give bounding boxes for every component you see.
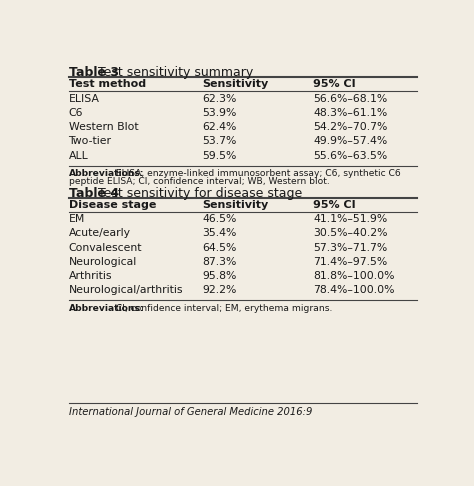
Text: 95% CI: 95% CI <box>313 200 356 210</box>
Text: 53.7%: 53.7% <box>202 137 237 146</box>
Text: 62.3%: 62.3% <box>202 94 237 104</box>
Text: Two-tier: Two-tier <box>69 137 111 146</box>
Text: Test method: Test method <box>69 79 146 89</box>
Text: 95% CI: 95% CI <box>313 79 356 89</box>
Text: 41.1%–51.9%: 41.1%–51.9% <box>313 214 388 224</box>
Text: 62.4%: 62.4% <box>202 122 237 132</box>
Text: Table 3: Table 3 <box>69 66 118 79</box>
Text: 35.4%: 35.4% <box>202 228 237 239</box>
Text: 54.2%–70.7%: 54.2%–70.7% <box>313 122 388 132</box>
Text: CI, confidence interval; EM, erythema migrans.: CI, confidence interval; EM, erythema mi… <box>113 304 332 312</box>
Text: Table 4: Table 4 <box>69 187 118 200</box>
Text: Test sensitivity summary: Test sensitivity summary <box>94 66 253 79</box>
Text: 49.9%–57.4%: 49.9%–57.4% <box>313 137 388 146</box>
Text: 78.4%–100.0%: 78.4%–100.0% <box>313 285 395 295</box>
Text: Test sensitivity for disease stage: Test sensitivity for disease stage <box>94 187 302 200</box>
Text: 55.6%–63.5%: 55.6%–63.5% <box>313 151 388 161</box>
Text: 46.5%: 46.5% <box>202 214 237 224</box>
Text: 95.8%: 95.8% <box>202 271 237 281</box>
Text: Arthritis: Arthritis <box>69 271 112 281</box>
Text: 48.3%–61.1%: 48.3%–61.1% <box>313 108 388 118</box>
Text: 87.3%: 87.3% <box>202 257 237 267</box>
Text: Acute/early: Acute/early <box>69 228 130 239</box>
Text: ELISA, enzyme-linked immunosorbent assay; C6, synthetic C6: ELISA, enzyme-linked immunosorbent assay… <box>113 169 401 178</box>
Text: 30.5%–40.2%: 30.5%–40.2% <box>313 228 388 239</box>
Text: Sensitivity: Sensitivity <box>202 79 269 89</box>
Text: Western Blot: Western Blot <box>69 122 138 132</box>
Text: 71.4%–97.5%: 71.4%–97.5% <box>313 257 388 267</box>
Text: ELISA: ELISA <box>69 94 100 104</box>
Text: 56.6%–68.1%: 56.6%–68.1% <box>313 94 388 104</box>
Text: International Journal of General Medicine 2016:9: International Journal of General Medicin… <box>69 407 312 417</box>
Text: 53.9%: 53.9% <box>202 108 237 118</box>
Text: EM: EM <box>69 214 85 224</box>
Text: Neurological/arthritis: Neurological/arthritis <box>69 285 183 295</box>
Text: 64.5%: 64.5% <box>202 243 237 253</box>
Text: Abbreviations:: Abbreviations: <box>69 304 144 312</box>
Text: Neurological: Neurological <box>69 257 137 267</box>
Text: 92.2%: 92.2% <box>202 285 237 295</box>
Text: ALL: ALL <box>69 151 88 161</box>
Text: 59.5%: 59.5% <box>202 151 237 161</box>
Text: Sensitivity: Sensitivity <box>202 200 269 210</box>
Text: 57.3%–71.7%: 57.3%–71.7% <box>313 243 388 253</box>
Text: Disease stage: Disease stage <box>69 200 156 210</box>
Text: Convalescent: Convalescent <box>69 243 142 253</box>
Text: Abbreviations:: Abbreviations: <box>69 169 144 178</box>
Text: 81.8%–100.0%: 81.8%–100.0% <box>313 271 395 281</box>
Text: peptide ELISA; CI, confidence interval; WB, Western blot.: peptide ELISA; CI, confidence interval; … <box>69 176 329 186</box>
Text: C6: C6 <box>69 108 83 118</box>
